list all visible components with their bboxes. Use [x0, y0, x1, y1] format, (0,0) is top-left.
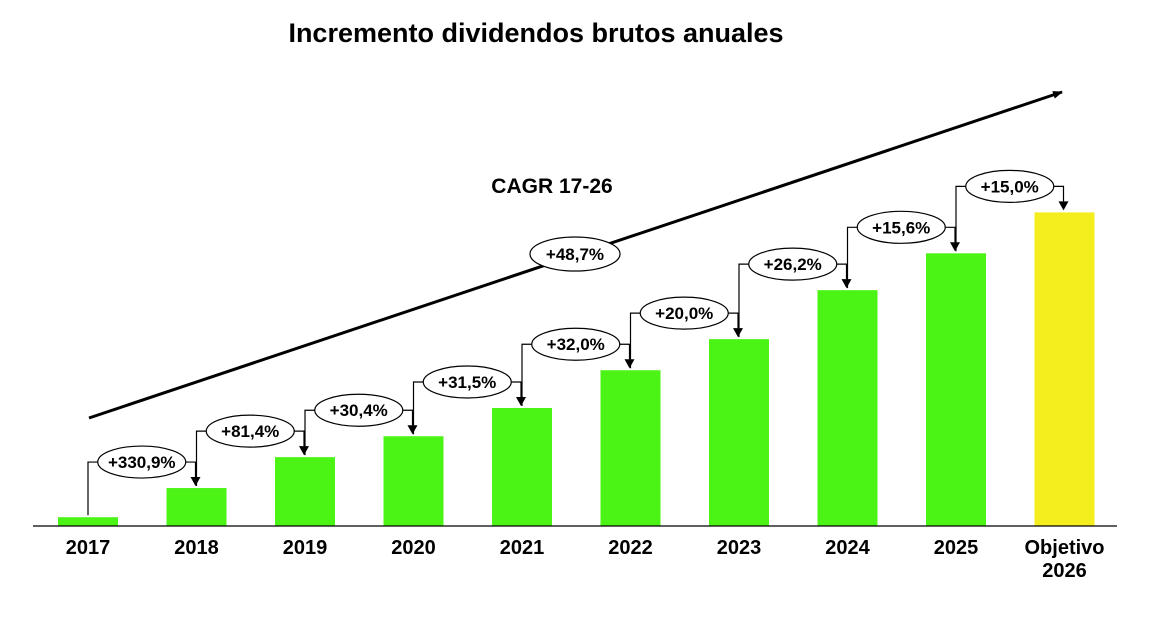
change-annotation: +26,2% [738, 247, 852, 338]
cagr-label: CAGR 17-26 [491, 175, 612, 198]
x-tick-label: 2019 [283, 537, 328, 559]
change-connector-arrowhead [190, 477, 201, 487]
x-tick-label: 2017 [66, 537, 111, 559]
bar-objetivo-2026 [1034, 212, 1095, 526]
change-label: +81,4% [221, 422, 279, 441]
change-bubble [748, 247, 838, 281]
change-annotation: +31,5% [412, 365, 526, 435]
change-bubble [965, 169, 1055, 203]
change-annotation: +15,0% [955, 169, 1069, 252]
change-bubble [422, 365, 512, 399]
bar-2018 [166, 488, 227, 526]
bars-group [58, 212, 1095, 526]
x-tick-label: 2021 [500, 537, 545, 559]
change-connector-arrowhead [733, 328, 743, 338]
bar-2021 [492, 407, 552, 526]
change-annotation: +81,4% [195, 414, 309, 487]
change-annotation: +20,0% [629, 296, 743, 369]
change-connectors: +330,9% +81,4% +30,4% +31,5% +32,0% +20,0% +26… [87, 169, 1069, 516]
change-label: +20,0% [655, 304, 713, 323]
change-label: +330,9% [108, 453, 176, 472]
x-tick-label: Objetivo 2026 [1024, 537, 1104, 582]
change-label: +15,6% [872, 218, 930, 237]
change-connector-arrowhead [516, 396, 526, 406]
change-annotation: +15,6% [846, 210, 960, 289]
cagr-trend: CAGR 17-26 +48,7% [88, 90, 1063, 420]
bar-2019 [275, 457, 335, 526]
x-tick-label: 2024 [825, 537, 870, 559]
change-connector-arrowhead [407, 425, 418, 435]
change-connector-arrowhead [1058, 201, 1069, 211]
bar-2020 [383, 436, 444, 526]
change-annotation: +330,9% [87, 445, 201, 516]
chart-title: Incremento dividendos brutos anuales [288, 18, 783, 48]
x-tick-label: 2018 [174, 537, 219, 559]
change-bubble [531, 327, 621, 361]
x-tick-label: 2022 [608, 537, 653, 559]
change-bubble [856, 210, 946, 244]
change-label: +32,0% [547, 335, 605, 354]
x-tick-label: 2025 [934, 537, 979, 559]
bar-2023 [709, 339, 769, 526]
change-label: +26,2% [764, 255, 822, 274]
change-connector-arrowhead [299, 446, 309, 456]
bar-2022 [600, 370, 661, 526]
change-bubble [639, 296, 729, 330]
x-tick-labels: 2017 2018 2019 2020 2021 2022 2023 2024 2025 Obje… [66, 537, 1105, 582]
x-tick-label: 2020 [391, 537, 436, 559]
bar-2024 [817, 290, 878, 526]
change-annotation: +32,0% [521, 327, 635, 406]
x-tick-label: 2023 [717, 537, 762, 559]
bar-2025 [926, 253, 986, 526]
change-connector-arrowhead [624, 359, 635, 369]
change-connector-arrowhead [841, 279, 852, 289]
bar-2017 [58, 517, 118, 526]
change-bubble [205, 414, 295, 448]
change-connector-arrowhead [950, 242, 960, 252]
cagr-value-bubble [529, 236, 621, 272]
change-bubble [314, 393, 404, 427]
change-label: +30,4% [330, 401, 388, 420]
cagr-value: +48,7% [546, 245, 604, 264]
change-label: +15,0% [981, 177, 1039, 196]
change-annotation: +30,4% [304, 393, 418, 456]
change-bubble [97, 445, 187, 479]
change-label: +31,5% [438, 373, 496, 392]
